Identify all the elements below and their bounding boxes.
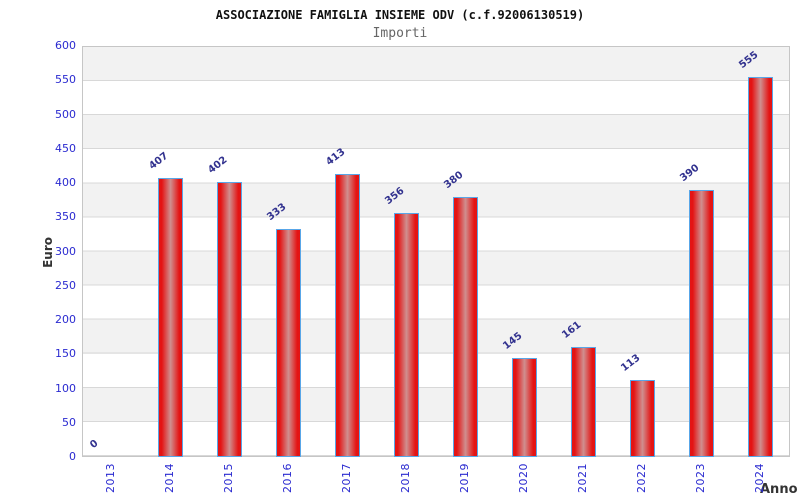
x-tick-label: 2014 <box>162 463 176 493</box>
bar-2017 <box>335 174 360 457</box>
bar-2023 <box>689 189 714 457</box>
bar-2019 <box>453 196 478 457</box>
chart-title: ASSOCIAZIONE FAMIGLIA INSIEME ODV (c.f.9… <box>215 8 585 22</box>
x-tick-label: 2020 <box>516 463 530 493</box>
y-tick-label: 500 <box>55 107 76 121</box>
bar-2021 <box>571 346 596 457</box>
y-tick-label: 150 <box>55 347 76 361</box>
y-tick-label: 550 <box>55 73 76 87</box>
bar-2015 <box>217 181 242 457</box>
x-tick-label: 2023 <box>693 463 707 493</box>
y-tick-label: 400 <box>55 176 76 189</box>
y-tick-label: 100 <box>55 381 76 395</box>
x-tick-label: 2016 <box>280 463 294 493</box>
bar-2014 <box>158 178 183 457</box>
x-tick-label: 2021 <box>575 463 589 493</box>
x-tick-label: 2017 <box>339 463 353 493</box>
y-tick-label: 250 <box>55 278 76 292</box>
bar-2022 <box>630 379 655 457</box>
bar-2024 <box>748 76 773 457</box>
y-tick-label: 350 <box>55 210 76 224</box>
bar-2016 <box>276 228 301 457</box>
y-tick-label: 450 <box>55 141 76 155</box>
bar-2018 <box>394 213 419 457</box>
chart-subtitle: Importi <box>372 26 428 41</box>
y-tick-label: 50 <box>62 415 76 429</box>
x-tick-label: 2022 <box>634 463 648 493</box>
y-tick-label: 0 <box>69 450 76 463</box>
x-tick-label: 2024 <box>752 463 766 493</box>
x-axis-title: Anno <box>760 482 798 497</box>
x-tick-label: 2019 <box>457 463 471 493</box>
y-tick-label: 200 <box>55 313 76 326</box>
x-tick-label: 2015 <box>221 463 235 493</box>
y-tick-label: 600 <box>55 39 76 52</box>
plot-area <box>82 46 790 457</box>
x-tick-label: 2018 <box>398 463 412 493</box>
y-tick-label: 300 <box>55 244 76 258</box>
x-tick-label: 2013 <box>103 463 117 493</box>
bar-2020 <box>512 357 537 457</box>
